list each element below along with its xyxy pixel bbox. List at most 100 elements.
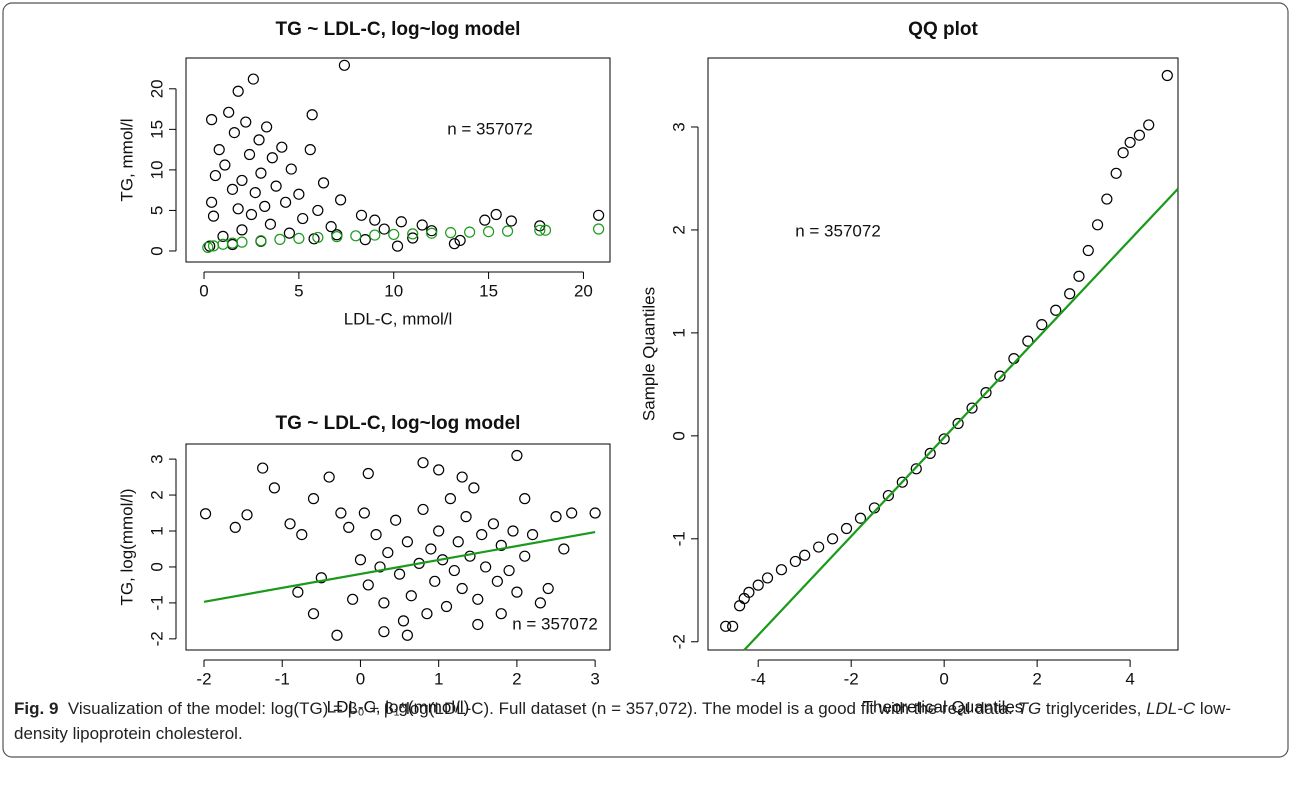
annotation: n = 357072	[795, 221, 881, 240]
point	[391, 240, 404, 252]
point	[325, 221, 337, 233]
point	[347, 593, 359, 605]
point	[401, 536, 413, 548]
y-tick-label: 20	[147, 79, 166, 98]
point	[274, 233, 286, 245]
point	[358, 507, 370, 519]
point	[228, 126, 240, 139]
point	[202, 241, 214, 254]
chart-title: QQ plot	[908, 19, 978, 40]
y-tick-label: 2	[147, 490, 166, 499]
point	[199, 508, 212, 520]
point	[307, 493, 320, 505]
point	[243, 148, 256, 161]
panel: QQ plot -4 -2 0 2 4 -2 -1 0 1 2 3 Theoretical Quanti…	[639, 19, 1179, 716]
point	[390, 514, 402, 526]
point	[727, 620, 739, 632]
point	[487, 518, 500, 530]
y-axis-label: TG, mmol/l	[117, 118, 136, 201]
point	[952, 417, 964, 430]
point	[445, 227, 457, 239]
point	[495, 608, 507, 620]
point	[980, 387, 992, 399]
point	[426, 225, 438, 237]
y-tick-label: 0	[669, 431, 688, 440]
x-tick-label: 1	[434, 669, 443, 688]
point	[338, 59, 351, 71]
point	[491, 575, 503, 587]
point	[312, 204, 324, 217]
point	[966, 402, 978, 414]
x-axis-label: LDL-C, mmol/l	[344, 309, 453, 328]
x-tick-label: 3	[590, 669, 599, 688]
point	[476, 528, 488, 541]
point	[416, 219, 428, 231]
point	[1073, 270, 1085, 282]
point	[369, 214, 381, 226]
point	[511, 449, 523, 462]
point	[507, 525, 519, 537]
point	[232, 203, 244, 215]
point	[593, 223, 605, 235]
point	[789, 555, 801, 568]
x-axis-label: Theoretical Quantiles	[863, 697, 1024, 716]
point	[343, 521, 355, 534]
point	[910, 463, 922, 475]
point	[264, 218, 277, 230]
y-tick-label: 15	[147, 120, 166, 139]
point	[304, 144, 316, 156]
point	[425, 543, 437, 555]
point	[362, 467, 374, 480]
point	[240, 116, 252, 128]
point	[405, 590, 417, 602]
point	[306, 109, 318, 121]
point	[382, 546, 394, 559]
point	[369, 229, 381, 241]
point	[464, 226, 476, 238]
point	[236, 236, 248, 248]
point	[826, 533, 839, 545]
fit-line	[203, 530, 596, 603]
point	[519, 493, 531, 505]
point	[429, 575, 441, 587]
caption: Fig. 9 Visualization of the model: log(T…	[14, 696, 1274, 746]
point	[1143, 119, 1155, 131]
point	[362, 579, 374, 591]
point	[297, 212, 309, 225]
point	[472, 593, 484, 605]
x-tick-label: 20	[574, 281, 593, 300]
point	[223, 106, 235, 118]
point	[456, 582, 468, 595]
point	[259, 200, 271, 212]
point	[401, 629, 413, 641]
point	[217, 230, 229, 242]
point	[1050, 304, 1062, 316]
point	[938, 433, 950, 445]
point	[397, 615, 410, 627]
point	[378, 626, 390, 638]
x-tick-label: 2	[1032, 669, 1041, 688]
point	[566, 507, 578, 519]
point	[503, 564, 515, 577]
y-tick-label: 5	[147, 206, 166, 215]
y-tick-label: 3	[147, 454, 166, 463]
y-tick-label: 1	[669, 328, 688, 337]
point	[247, 73, 259, 85]
point	[276, 141, 288, 153]
point	[312, 231, 324, 244]
x-tick-label: 0	[199, 281, 208, 300]
point	[249, 186, 261, 199]
point	[359, 234, 371, 246]
point	[1064, 288, 1076, 300]
plot-frame	[185, 57, 611, 263]
fit-line	[743, 188, 1179, 651]
x-tick-label: 15	[479, 281, 498, 300]
point	[331, 231, 343, 243]
plot-frame	[185, 443, 611, 651]
point	[882, 489, 894, 502]
point	[236, 224, 248, 236]
point	[407, 228, 419, 240]
point	[505, 215, 517, 227]
point	[393, 568, 406, 580]
